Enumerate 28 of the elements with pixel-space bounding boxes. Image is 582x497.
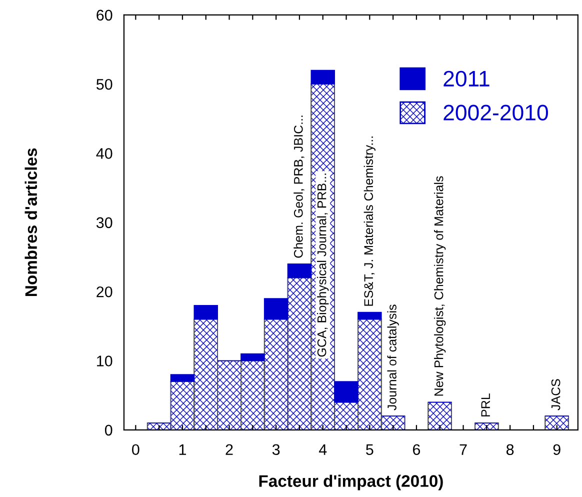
x-tick-label: 4 — [318, 444, 327, 455]
annotation: GCA, Biophysical Journal, PRB... — [317, 174, 329, 357]
y-tick-label: 30 — [96, 217, 112, 228]
x-tick-label: 9 — [553, 444, 560, 456]
y-tick-label: 20 — [96, 286, 112, 298]
x-tick-label: 3 — [272, 444, 280, 456]
y-tick-label: 60 — [96, 10, 112, 21]
x-tick-label: 6 — [412, 444, 420, 456]
x-axis-title: Facteur d'impact (2010) — [259, 474, 443, 490]
x-tick-label: 8 — [506, 444, 514, 456]
y-tick-label: 10 — [97, 356, 112, 366]
x-tick-label: 7 — [460, 444, 467, 455]
x-tick-label: 1 — [179, 444, 186, 455]
y-tick-label: 50 — [96, 78, 112, 90]
x-tick-label: 0 — [132, 444, 140, 456]
y-axis-title: Nombres d'articles — [24, 148, 38, 296]
y-tick-label: 40 — [96, 148, 112, 159]
legend-label: 2002-2010 — [444, 104, 548, 120]
x-tick-label: 2 — [226, 444, 233, 455]
annotation: ES&T, J. Materials Chemistry... — [364, 136, 376, 306]
y-tick-label: 0 — [104, 424, 112, 436]
annotation: JACS — [551, 379, 560, 410]
annotation: Chem. Geol, PRB, JBIC... — [294, 116, 304, 258]
annotation: PRL — [481, 394, 490, 416]
x-tick-label: 5 — [366, 444, 374, 456]
legend-label: 2011 — [444, 70, 490, 87]
annotation: Journal of catalysis — [387, 304, 399, 410]
annotation: New Phytologist, Chemistry of Materials — [434, 176, 446, 396]
